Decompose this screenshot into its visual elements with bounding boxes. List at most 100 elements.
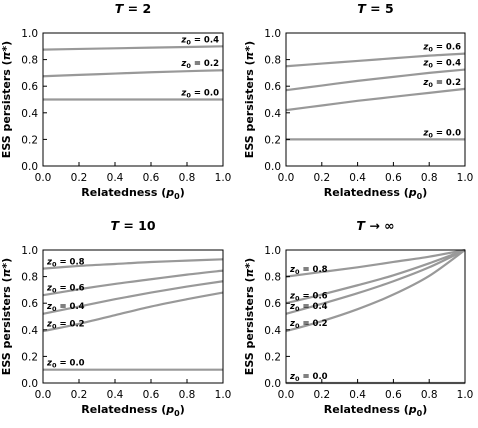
series-label-var: z — [180, 35, 186, 45]
x-axis-symbol: p — [408, 186, 417, 199]
series-label-var: z — [180, 89, 186, 99]
x-tick-label: 1.0 — [215, 389, 232, 401]
series-label-value: = 0.4 — [433, 59, 461, 69]
y-tick-label: 0.0 — [264, 161, 281, 173]
series-label-3: z0 = 0.4 — [46, 302, 85, 313]
plot-frame — [285, 32, 466, 167]
chart-panel-1: T = 2z0 = 0.4z0 = 0.2z0 = 0.00.0 0.2 0.4 0.… — [0, 1, 231, 201]
x-tick-label: 0.0 — [35, 172, 52, 184]
series-line-1 — [42, 45, 224, 51]
series-label-sub: 0 — [295, 305, 300, 313]
series-line-3 — [285, 87, 466, 112]
series-label-value: = 0.0 — [299, 372, 327, 382]
x-tick-label: 0.4 — [107, 172, 124, 184]
series-line-2 — [285, 68, 466, 92]
series-label-value: = 0.0 — [433, 128, 461, 138]
series-label-value: = 0.0 — [56, 359, 84, 369]
x-tick-label: 0.2 — [71, 172, 88, 184]
x-tick-label: 1.0 — [457, 389, 474, 401]
series-line-1 — [42, 258, 224, 270]
y-tick-label: 0.6 — [264, 298, 281, 310]
title-value: = 10 — [123, 218, 156, 233]
x-tick-label: 0.6 — [143, 389, 160, 401]
series-label-sub: 0 — [428, 46, 433, 54]
series-label-var: z — [422, 128, 428, 138]
x-tick-label: 0.0 — [35, 389, 52, 401]
series-label-sub: 0 — [52, 287, 57, 295]
y-tick-label: 0.2 — [264, 351, 281, 363]
x-axis-subscript: 0 — [417, 192, 423, 201]
series-label-3: z0 = 0.2 — [422, 78, 461, 89]
series-label-var: z — [289, 265, 295, 275]
x-axis-symbol: p — [165, 403, 174, 416]
x-tick-label: 0.0 — [278, 389, 295, 401]
plot-frame — [42, 32, 224, 167]
series-label-var: z — [289, 302, 295, 312]
series-label-sub: 0 — [428, 81, 433, 89]
series-label-value: = 0.6 — [56, 284, 84, 294]
series-label-var: z — [46, 257, 52, 267]
x-tick-label: 0.4 — [107, 389, 124, 401]
series-label-1: z0 = 0.6 — [422, 43, 461, 54]
x-tick-label: 0.6 — [385, 172, 402, 184]
series-label-2: z0 = 0.6 — [46, 284, 85, 295]
y-axis-label-text: ESS persisters — [0, 69, 13, 158]
series-label-var: z — [180, 59, 186, 69]
x-tick-label: 0.4 — [349, 172, 366, 184]
panel-title: T = 10 — [110, 218, 155, 233]
x-tick-label: 0.8 — [179, 172, 196, 184]
y-axis-label: ESS persisters (π*) — [0, 258, 13, 375]
x-tick-label: 0.8 — [421, 172, 438, 184]
y-axis-label: ESS persisters (π*) — [243, 258, 256, 375]
x-tick-label: 0.6 — [143, 172, 160, 184]
series-label-value: = 0.2 — [433, 78, 461, 88]
series-label-var: z — [422, 43, 428, 53]
series-label-value: = 0.6 — [433, 43, 461, 53]
series-line-1 — [285, 52, 466, 68]
y-axis-symbol: π* — [0, 263, 13, 278]
panel-title: T = 5 — [357, 1, 393, 16]
x-tick-label: 1.0 — [215, 172, 232, 184]
series-label-sub: 0 — [186, 92, 191, 100]
title-value: = 2 — [128, 1, 152, 16]
series-label-sub: 0 — [295, 294, 300, 302]
series-label-var: z — [289, 372, 295, 382]
series-label-1: z0 = 0.8 — [289, 265, 328, 276]
series-label-var: z — [46, 302, 52, 312]
x-axis-label-text: Relatedness — [324, 186, 401, 199]
title-value: → ∞ — [369, 218, 394, 233]
y-tick-label: 0.2 — [264, 134, 281, 146]
y-tick-label: 1.0 — [21, 28, 38, 40]
x-axis-subscript: 0 — [174, 192, 180, 201]
series-label-sub: 0 — [295, 375, 300, 383]
title-symbol: T — [115, 1, 125, 16]
y-axis-label: ESS persisters (π*) — [0, 41, 13, 158]
series-line-2 — [42, 269, 224, 297]
series-line-3 — [42, 280, 224, 315]
x-axis-label: Relatedness (p0) — [81, 403, 184, 418]
series-line-4 — [42, 291, 224, 333]
series-label-var: z — [46, 284, 52, 294]
panel-title: T → ∞ — [356, 218, 394, 233]
series-label-5: z0 = 0.0 — [289, 372, 328, 383]
x-axis-label-text: Relatedness — [81, 403, 158, 416]
x-tick-label: 0.8 — [421, 389, 438, 401]
chart-panel-2: T = 5z0 = 0.6z0 = 0.4z0 = 0.2z0 = 0.00.0… — [243, 1, 473, 201]
series-line-1 — [285, 248, 466, 278]
series-label-var: z — [422, 78, 428, 88]
x-axis-label: Relatedness (p0) — [324, 186, 427, 201]
series-label-sub: 0 — [428, 62, 433, 70]
y-tick-label: 0.8 — [21, 272, 38, 284]
y-axis-symbol: π* — [0, 46, 13, 61]
x-axis-subscript: 0 — [174, 409, 180, 418]
x-tick-label: 0.6 — [385, 389, 402, 401]
y-tick-label: 0.4 — [21, 108, 38, 120]
series-label-sub: 0 — [295, 322, 300, 330]
y-tick-label: 0.4 — [264, 108, 281, 120]
series-label-2: z0 = 0.2 — [180, 59, 219, 70]
series-label-sub: 0 — [52, 260, 57, 268]
x-tick-label: 0.2 — [313, 389, 330, 401]
y-axis-symbol: π* — [243, 263, 256, 278]
series-label-var: z — [289, 319, 295, 329]
